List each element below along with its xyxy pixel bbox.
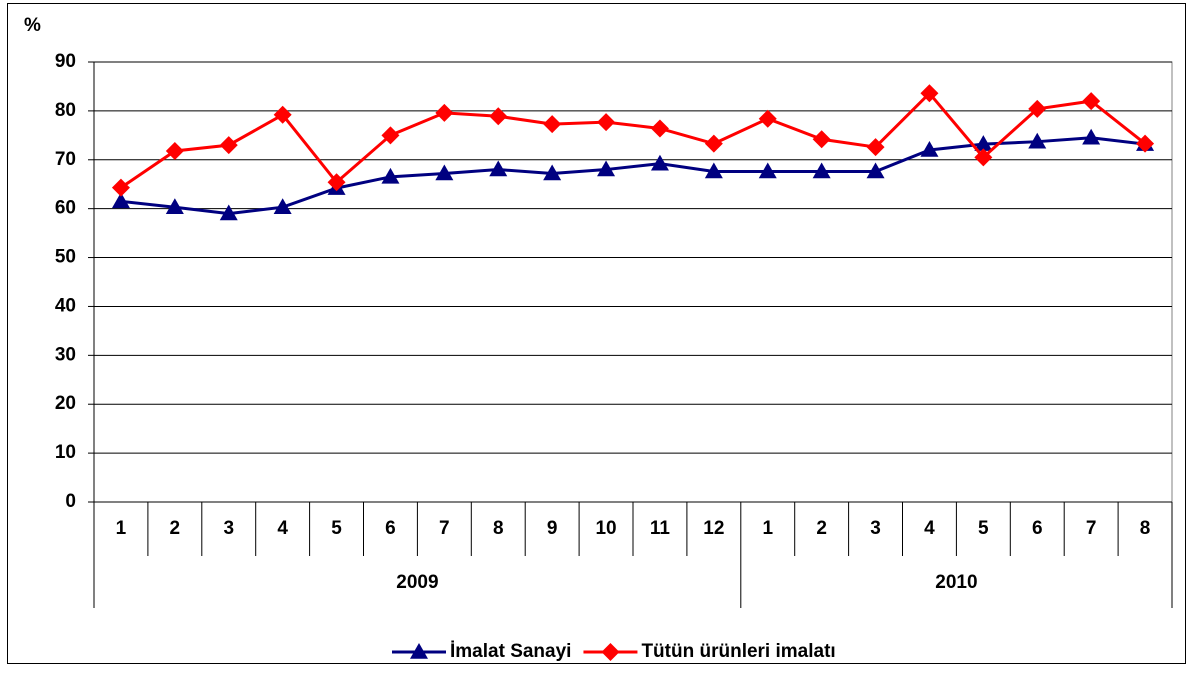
data-point [543, 164, 562, 181]
plot-area [93, 61, 1173, 503]
data-point [597, 160, 616, 177]
data-point [165, 198, 184, 214]
data-point [435, 164, 454, 181]
data-point [489, 107, 508, 126]
group-label: 2010 [935, 572, 977, 593]
data-point [273, 105, 292, 124]
x-tick-label: 1 [762, 518, 773, 539]
data-point [920, 141, 939, 157]
data-point [1136, 134, 1155, 153]
data-point [866, 138, 885, 157]
data-point [489, 160, 508, 177]
data-point [974, 135, 993, 151]
data-point [650, 119, 669, 138]
y-tick-label: 10 [55, 442, 76, 463]
x-tick-label: 12 [703, 518, 724, 539]
y-axis-label: % [24, 15, 41, 36]
data-point [381, 126, 400, 145]
data-point [704, 162, 723, 179]
legend-marker [601, 643, 620, 661]
y-tick-label: 30 [55, 344, 76, 365]
data-point [165, 141, 184, 160]
y-tick-label: 0 [65, 491, 76, 512]
x-tick-label: 9 [547, 518, 558, 539]
data-point [812, 162, 831, 179]
data-point [381, 167, 400, 184]
legend-label: İmalat Sanayi [450, 641, 571, 662]
x-tick-label: 3 [870, 518, 881, 539]
y-tick-label: 20 [55, 393, 76, 414]
data-point [704, 134, 723, 153]
y-tick-label: 70 [55, 149, 76, 170]
data-point [219, 204, 238, 221]
y-tick-label: 80 [55, 100, 76, 121]
data-point [219, 136, 238, 155]
data-point [327, 173, 346, 192]
y-tick-label: 90 [55, 51, 76, 72]
y-tick-label: 60 [55, 198, 76, 219]
legend-label: Tütün ürünleri imalatı [641, 641, 835, 662]
data-point [1028, 132, 1047, 149]
data-point [758, 162, 777, 179]
x-tick-label: 7 [1086, 518, 1097, 539]
data-point [273, 198, 292, 214]
x-tick-label: 2 [170, 518, 181, 539]
series-line [120, 91, 1146, 189]
data-point [758, 109, 777, 128]
data-point [866, 162, 885, 179]
data-point [111, 178, 130, 197]
data-point [111, 192, 130, 209]
x-tick-label: 6 [1032, 518, 1043, 539]
x-tick-label: 4 [924, 518, 935, 539]
data-point [974, 148, 993, 167]
x-tick-label: 11 [650, 518, 671, 539]
y-tick-label: 50 [55, 247, 76, 268]
x-tick-label: 5 [331, 518, 342, 539]
data-point [543, 115, 562, 134]
x-tick-label: 10 [595, 518, 616, 539]
x-tick-label: 8 [493, 518, 504, 539]
data-point [435, 103, 454, 122]
group-label: 2009 [396, 572, 438, 593]
legend-marker [410, 643, 428, 659]
x-tick-label: 4 [277, 518, 288, 539]
data-point [597, 113, 616, 132]
x-tick-label: 6 [385, 518, 396, 539]
x-tick-label: 8 [1140, 518, 1151, 539]
x-tick-label: 2 [816, 518, 827, 539]
data-point [1082, 128, 1101, 145]
x-tick-label: 1 [116, 518, 127, 539]
data-point [1028, 99, 1047, 118]
data-point [1082, 92, 1101, 111]
x-tick-label: 7 [439, 518, 450, 539]
x-tick-label: 5 [978, 518, 989, 539]
x-tick-label: 3 [223, 518, 234, 539]
y-tick-label: 40 [55, 295, 76, 316]
data-point [812, 130, 831, 149]
data-point [920, 84, 939, 103]
data-point [650, 154, 669, 171]
